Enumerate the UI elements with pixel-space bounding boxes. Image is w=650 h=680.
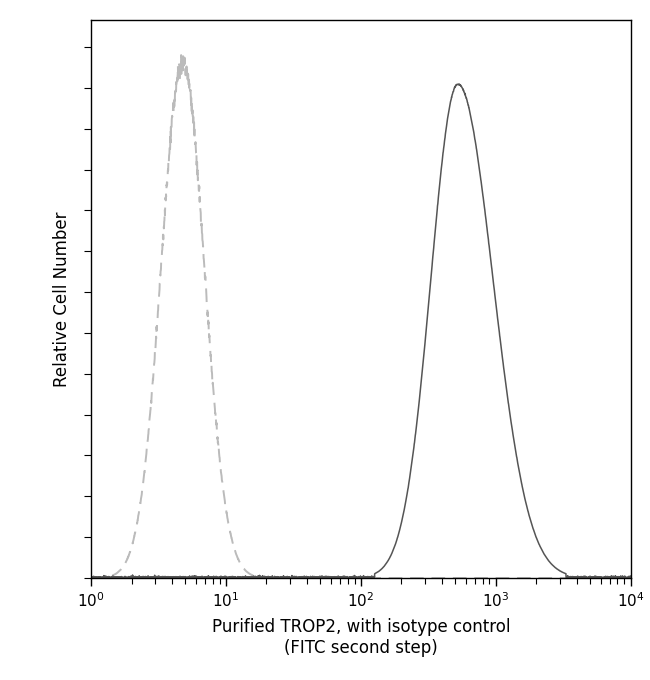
X-axis label: Purified TROP2, with isotype control
(FITC second step): Purified TROP2, with isotype control (FI… (211, 618, 510, 657)
Y-axis label: Relative Cell Number: Relative Cell Number (53, 211, 71, 387)
